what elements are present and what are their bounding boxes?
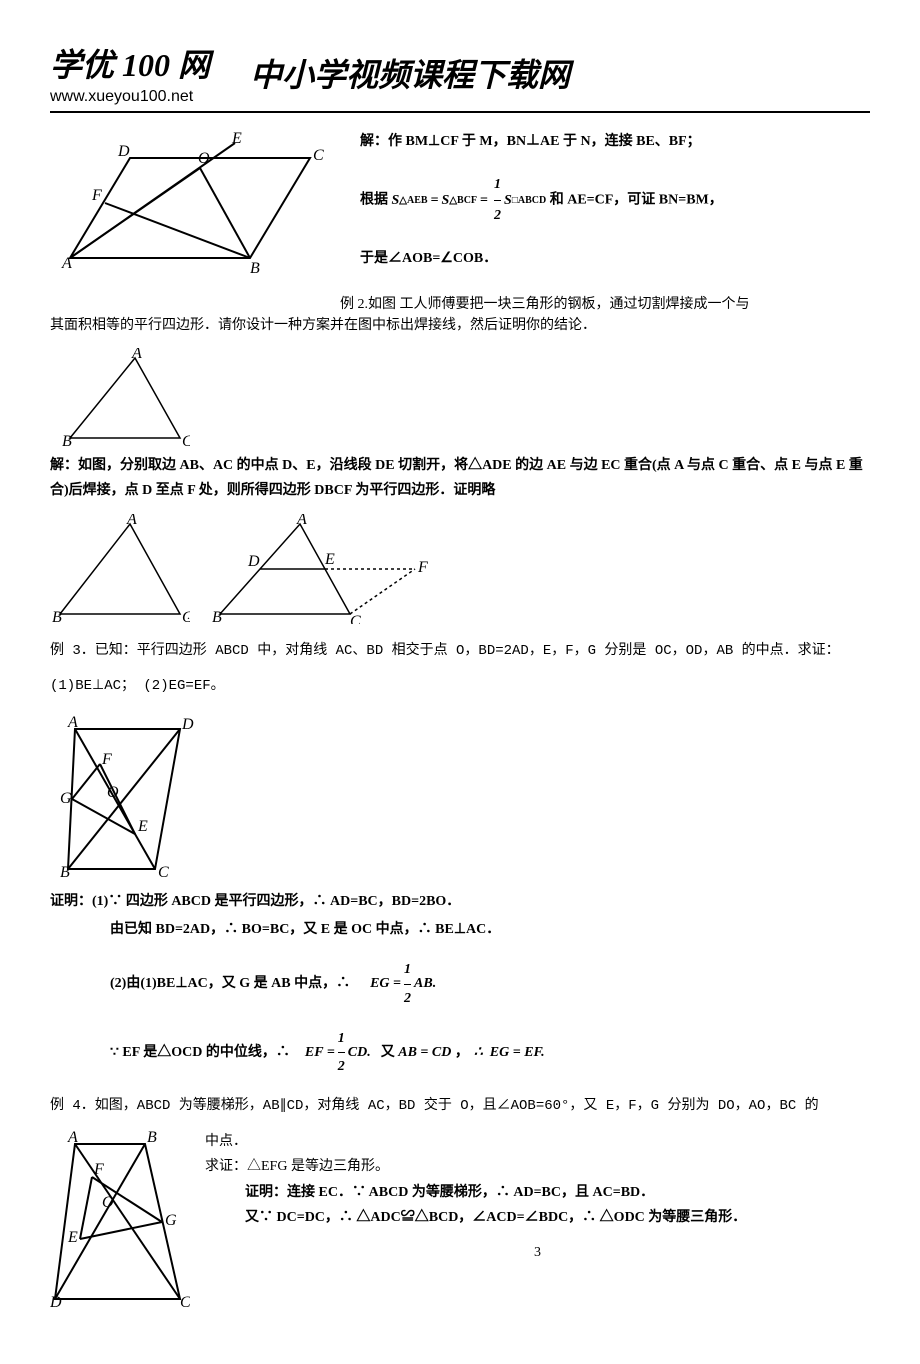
example4-figure: A B C D E F G O	[50, 1129, 190, 1309]
proof-2b-formula: EF = 12 CD.	[305, 1026, 371, 1079]
svg-text:D: D	[181, 716, 194, 733]
example1-conclusion: 于是∠AOB=∠COB．	[360, 245, 870, 273]
example2-fig1: A B C .	[50, 514, 190, 624]
svg-text:E: E	[324, 551, 335, 568]
svg-text:B: B	[212, 609, 222, 624]
example4-intro: 例 4．如图，ABCD 为等腰梯形，AB∥CD，对角线 AC，BD 交于 O，且…	[50, 1094, 870, 1119]
svg-text:F: F	[417, 559, 428, 576]
example3-section: 例 3．已知：平行四边形 ABCD 中，对角线 AC、BD 相交于点 O，BD=…	[50, 639, 870, 1080]
example4-intro-cont: 中点．	[205, 1129, 870, 1154]
svg-text:A: A	[131, 348, 142, 362]
example3-figure: A B C D E F G O	[60, 709, 200, 879]
svg-text:D: D	[247, 553, 260, 570]
example1-formula-line: 根据 S△AEB = S△BCF = 12 S□ABCD 和 AE=CF，可证 …	[360, 171, 870, 230]
svg-text:B: B	[250, 260, 260, 277]
logo-url: www.xueyou100.net	[50, 88, 210, 106]
example4-text: 中点． 求证：△EFG 是等边三角形。 证明：连接 EC．∵ ABCD 为等腰梯…	[205, 1129, 870, 1265]
svg-text:A: A	[296, 514, 307, 528]
example1-figure: A B C D E F O	[50, 128, 330, 278]
example2-intro2: 其面积相等的平行四边形．请你设计一种方案并在图中标出焊接线，然后证明你的结论．	[50, 313, 870, 338]
example1-section: A B C D E F O 解：作 BM⊥CF 于 M，BN⊥AE 于 N，连接…	[50, 128, 870, 278]
svg-text:B: B	[147, 1129, 157, 1146]
svg-text:F: F	[93, 1161, 104, 1178]
svg-text:F: F	[91, 187, 102, 204]
example2-section: 例 2.如图 工人师傅要把一块三角形的钢板，通过切割焊接成一个与 其面积相等的平…	[50, 293, 870, 624]
svg-text:E: E	[67, 1229, 78, 1246]
svg-text:A: A	[67, 714, 78, 731]
example4-section: 例 4．如图，ABCD 为等腰梯形，AB∥CD，对角线 AC，BD 交于 O，且…	[50, 1094, 870, 1309]
example2-fig2: A B C D E F	[210, 514, 430, 624]
example1-text: 解：作 BM⊥CF 于 M，BN⊥AE 于 N，连接 BE、BF； 根据 S△A…	[360, 128, 870, 273]
example2-figure-small: A B C	[60, 348, 190, 448]
svg-text:G: G	[60, 790, 72, 807]
svg-text:A: A	[61, 255, 72, 272]
svg-text:.: .	[187, 608, 190, 622]
example1-formula: S△AEB = S△BCF = 12 S□ABCD	[392, 171, 547, 230]
svg-text:B: B	[62, 433, 72, 448]
logo-block: 学优 100 网 www.xueyou100.net	[50, 40, 210, 106]
example4-proof1: 证明：连接 EC．∵ ABCD 为等腰梯形，∴ AD=BC，且 AC=BD．	[245, 1180, 870, 1205]
proof-2a-line: (2)由(1)BE⊥AC，又 G 是 AB 中点，∴ EG = 12 AB.	[110, 957, 870, 1010]
example2-figure-pair: A B C . A B C D E F	[50, 514, 870, 624]
proof-2b-end: ∴ EG = EF.	[474, 1040, 545, 1065]
proof-2b-line: ∵ EF 是△OCD 的中位线，∴ EF = 12 CD. 又 AB = CD …	[110, 1026, 870, 1079]
svg-text:C: C	[158, 864, 169, 879]
proof-1b: 由已知 BD=2AD，∴ BO=BC，又 E 是 OC 中点，∴ BE⊥AC．	[110, 917, 870, 942]
logo-main: 学优 100 网	[50, 40, 210, 86]
example4-proof2: 又∵ DC=DC，∴ △ADC≌△BCD，∠ACD=∠BDC，∴ △ODC 为等…	[245, 1205, 870, 1230]
svg-text:O: O	[107, 784, 119, 801]
example3-intro: 例 3．已知：平行四边形 ABCD 中，对角线 AC、BD 相交于点 O，BD=…	[50, 639, 870, 664]
page-header: 学优 100 网 www.xueyou100.net 中小学视频课程下载网	[50, 40, 870, 113]
example2-intro1: 例 2.如图 工人师傅要把一块三角形的钢板，通过切割焊接成一个与	[340, 293, 870, 313]
example4-prove: 求证：△EFG 是等边三角形。	[205, 1154, 870, 1179]
svg-text:A: A	[126, 514, 137, 528]
header-title: 中小学视频课程下载网	[250, 50, 570, 96]
example3-parts: (1)BE⊥AC； (2)EG=EF。	[50, 674, 870, 699]
proof-1a: 证明：(1)∵ 四边形 ABCD 是平行四边形，∴ AD=BC，BD=2BO．	[50, 889, 870, 914]
svg-text:O: O	[102, 1194, 114, 1211]
svg-text:O: O	[198, 150, 210, 167]
example3-proof: 证明：(1)∵ 四边形 ABCD 是平行四边形，∴ AD=BC，BD=2BO． …	[50, 889, 870, 1079]
example2-solution: 解：如图，分别取边 AB、AC 的中点 D、E，沿线段 DE 切割开，将△ADE…	[50, 453, 870, 503]
proof-2b-mid: 又 AB = CD ，	[381, 1040, 469, 1065]
svg-text:F: F	[101, 751, 112, 768]
svg-text:C: C	[350, 613, 361, 624]
svg-text:C: C	[313, 147, 324, 164]
proof-2a-formula: EG = 12 AB.	[370, 957, 436, 1010]
page-number: 3	[205, 1240, 870, 1265]
svg-text:E: E	[231, 130, 242, 147]
svg-text:B: B	[60, 864, 70, 879]
svg-text:A: A	[67, 1129, 78, 1146]
svg-text:G: G	[165, 1212, 177, 1229]
svg-text:E: E	[137, 818, 148, 835]
example1-solution-intro: 解：作 BM⊥CF 于 M，BN⊥AE 于 N，连接 BE、BF；	[360, 128, 870, 156]
svg-text:B: B	[52, 609, 62, 624]
svg-text:C: C	[182, 433, 190, 448]
svg-text:D: D	[117, 143, 130, 160]
